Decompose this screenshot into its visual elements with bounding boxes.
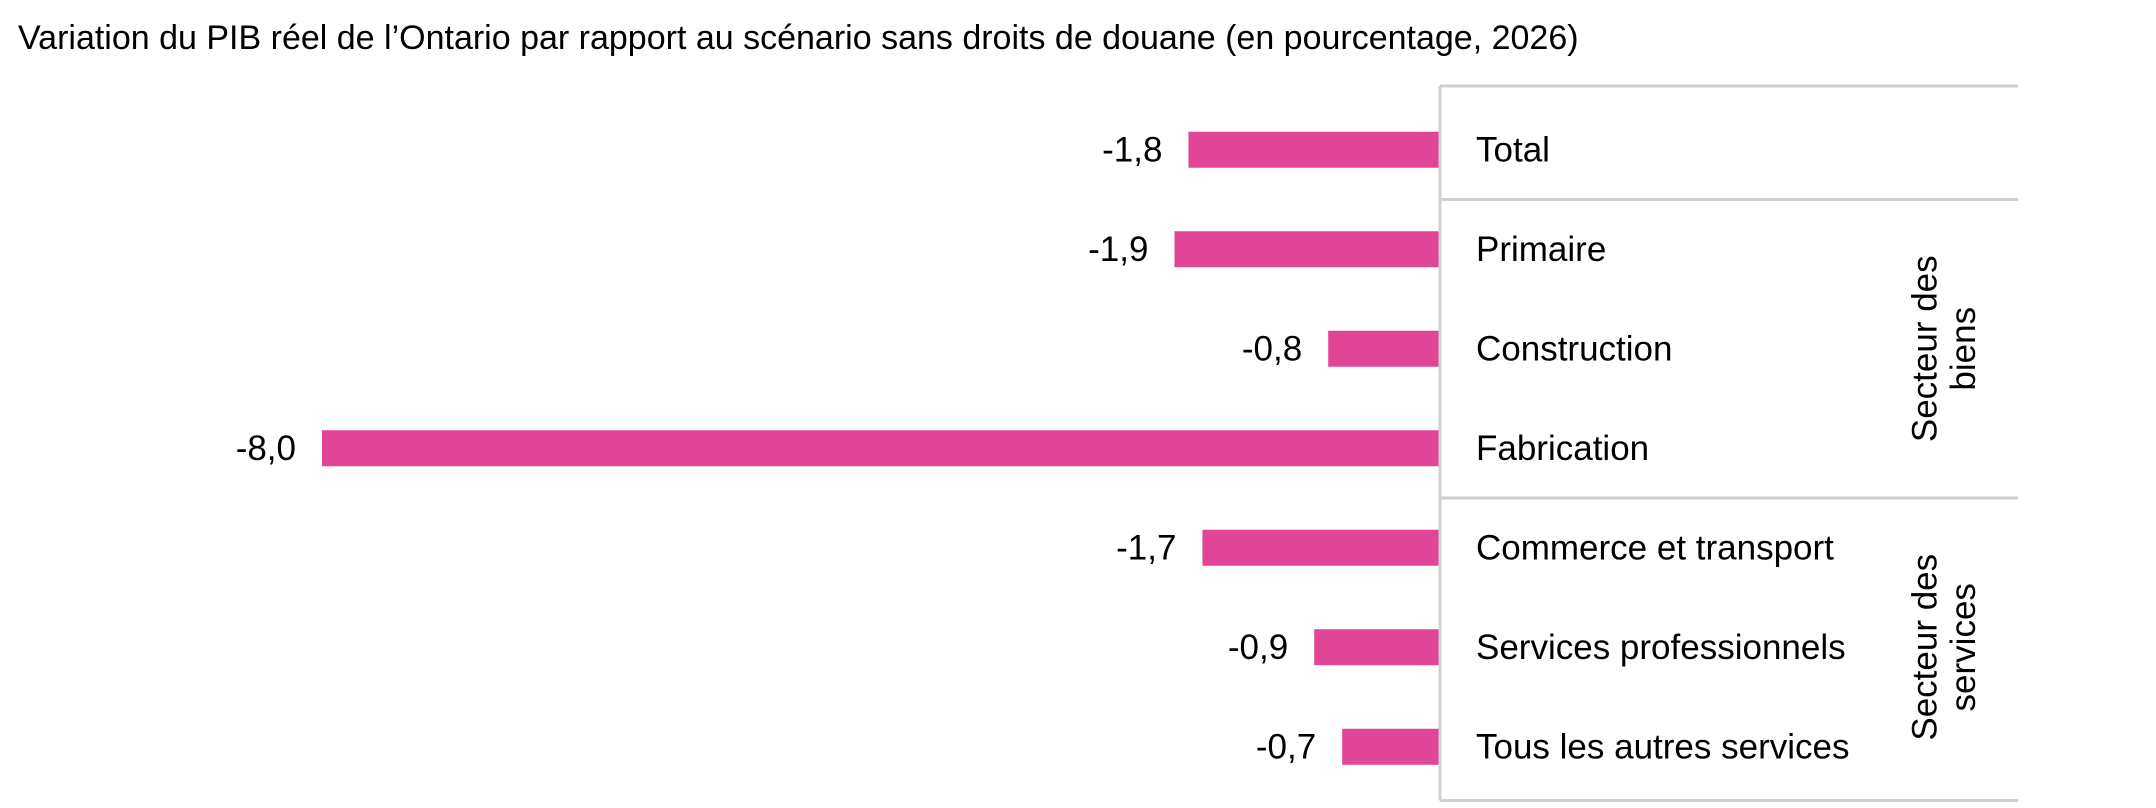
category-label-1: Primaire: [1476, 230, 1606, 269]
category-label-3: Fabrication: [1476, 429, 1649, 468]
group-label-line-0-1: biens: [1944, 307, 1983, 391]
bars-layer: [322, 131, 1440, 765]
bar-3: [322, 430, 1440, 467]
category-label-2: Construction: [1476, 329, 1672, 368]
chart-title: Variation du PIB réel de l’Ontario par r…: [18, 19, 1579, 57]
labels-layer: -1,8 Total -1,9 Primaire -0,8 Construction -8,…: [236, 130, 1983, 766]
value-label-5: -0,9: [1228, 628, 1288, 667]
category-label-6: Tous les autres services: [1476, 727, 1849, 766]
value-label-3: -8,0: [236, 429, 296, 468]
group-label-1: Secteur desservices: [1906, 554, 1984, 741]
value-label-2: -0,8: [1242, 329, 1302, 368]
category-frame: [1438, 84, 2018, 802]
value-label-4: -1,7: [1116, 528, 1176, 567]
category-label-5: Services professionnels: [1476, 628, 1846, 667]
value-label-0: -1,8: [1102, 130, 1162, 169]
category-label-4: Commerce et transport: [1476, 528, 1834, 567]
group-label-line-1-0: Secteur des: [1906, 554, 1945, 741]
value-label-6: -0,7: [1256, 727, 1316, 766]
bar-0: [1188, 131, 1440, 168]
bar-4: [1202, 529, 1440, 566]
value-label-1: -1,9: [1088, 230, 1148, 269]
bar-5: [1314, 629, 1440, 666]
category-label-0: Total: [1476, 130, 1550, 169]
group-label-line-1-1: services: [1944, 583, 1983, 711]
group-label-line-0-0: Secteur des: [1906, 255, 1945, 442]
group-label-0: Secteur desbiens: [1906, 255, 1984, 442]
bar-2: [1328, 330, 1440, 367]
bar-6: [1342, 728, 1440, 765]
bar-1: [1174, 231, 1440, 268]
